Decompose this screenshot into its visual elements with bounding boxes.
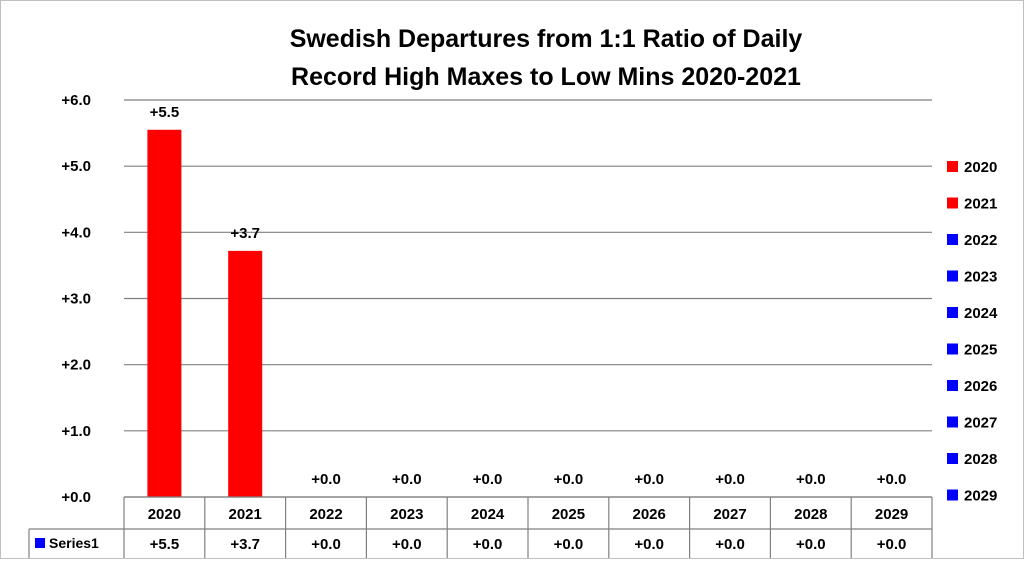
legend-label-2029: 2029 (964, 488, 997, 505)
data-label-2022: +0.0 (311, 471, 341, 488)
table-value-2023: +0.0 (392, 536, 422, 553)
data-table: 2020 +5.5 2021 +3.7 2022 +0.0 2023 +0.0 2024 +0.0… (28, 496, 933, 558)
legend-label-2026: 2026 (964, 378, 997, 395)
table-value-2020: +5.5 (150, 536, 180, 553)
legend-key-2021 (947, 197, 958, 209)
table-value-2022: +0.0 (311, 536, 341, 553)
table-value-2025: +0.0 (554, 536, 584, 553)
legend-key-2028 (947, 453, 958, 464)
table-value-2029: +0.0 (877, 536, 907, 553)
chart-title-line-2: Record High Maxes to Low Mins 2020-2021 (291, 63, 801, 91)
table-series-label: Series1 (49, 535, 99, 551)
y-tick-label: +3.0 (61, 291, 91, 308)
bar-2021 (228, 250, 263, 497)
legend-key-2026 (947, 380, 958, 391)
category-label-2020: 2020 (148, 506, 181, 523)
category-label-2024: 2024 (471, 506, 505, 523)
bars (147, 129, 263, 497)
category-label-2028: 2028 (794, 506, 827, 523)
chart-title: Swedish Departures from 1:1 Ratio of Dai… (290, 25, 803, 91)
category-label-2029: 2029 (875, 506, 908, 523)
y-tick-label: +0.0 (61, 489, 91, 506)
data-label-2025: +0.0 (554, 471, 584, 488)
chart-title-line-1: Swedish Departures from 1:1 Ratio of Dai… (290, 25, 803, 53)
y-tick-label: +1.0 (61, 423, 91, 440)
category-label-2023: 2023 (390, 506, 423, 523)
legend-label-2020: 2020 (964, 159, 997, 176)
legend-key-2027 (947, 416, 958, 428)
legend-key-2029 (947, 489, 958, 501)
legend-key-2023 (947, 270, 958, 282)
category-label-2026: 2026 (633, 506, 666, 523)
data-label-2020: +5.5 (150, 104, 180, 121)
table-value-2026: +0.0 (634, 536, 664, 553)
legend-label-2021: 2021 (964, 196, 997, 213)
legend-label-2027: 2027 (964, 415, 997, 432)
data-labels: +5.5 +3.7 +0.0 +0.0 +0.0 +0.0 +0.0 +0.0 +0.0 +0.0 (150, 104, 907, 488)
y-axis-tick-labels: +0.0 +1.0 +2.0 +3.0 +4.0 +5.0 +6.0 (61, 92, 91, 506)
y-tick-label: +5.0 (61, 158, 91, 175)
legend-key-2025 (947, 343, 958, 355)
table-value-2021: +3.7 (230, 536, 260, 553)
category-label-2021: 2021 (229, 506, 262, 523)
legend: 2020 2021 2022 2023 2024 2025 2026 2027 2028 2029 (947, 159, 998, 505)
legend-label-2024: 2024 (964, 305, 998, 322)
legend-key-2020 (947, 161, 958, 172)
category-label-2027: 2027 (713, 506, 746, 523)
y-tick-label: +6.0 (61, 92, 91, 109)
data-label-2028: +0.0 (796, 471, 826, 488)
legend-label-2025: 2025 (964, 342, 997, 359)
y-tick-label: +2.0 (61, 357, 91, 374)
category-label-2025: 2025 (552, 506, 585, 523)
legend-key-2024 (947, 307, 958, 318)
category-label-2022: 2022 (309, 506, 342, 523)
data-label-2021: +3.7 (230, 225, 260, 242)
legend-label-2022: 2022 (964, 232, 997, 249)
table-value-2028: +0.0 (796, 536, 826, 553)
data-label-2026: +0.0 (634, 471, 664, 488)
legend-label-2023: 2023 (964, 269, 997, 286)
data-label-2029: +0.0 (877, 471, 907, 488)
data-label-2027: +0.0 (715, 471, 745, 488)
data-label-2023: +0.0 (392, 471, 422, 488)
table-series-key (35, 538, 45, 548)
legend-key-2022 (947, 234, 958, 245)
legend-label-2028: 2028 (964, 451, 997, 468)
data-label-2024: +0.0 (473, 471, 503, 488)
bar-2020 (147, 129, 182, 497)
table-value-2024: +0.0 (473, 536, 503, 553)
table-value-2027: +0.0 (715, 536, 745, 553)
y-tick-label: +4.0 (61, 224, 91, 241)
